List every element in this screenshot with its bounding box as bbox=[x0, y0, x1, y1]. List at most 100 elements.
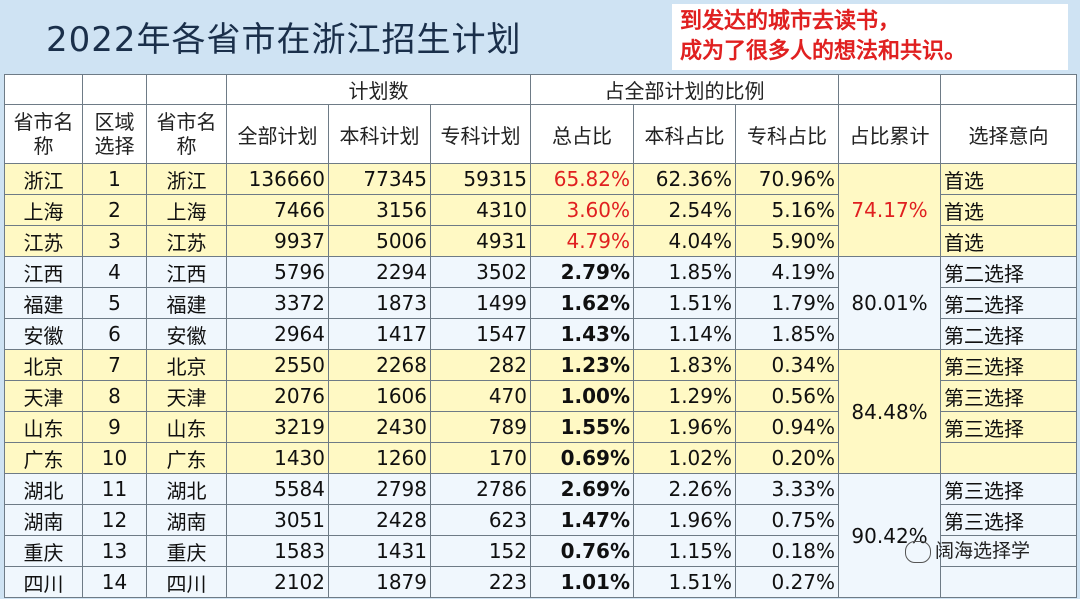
cell-total-ratio: 1.47% bbox=[530, 504, 635, 536]
header-total: 全部计划 bbox=[226, 104, 329, 164]
cell-total-ratio: 65.82% bbox=[530, 163, 635, 195]
cell-intention: 首选 bbox=[940, 225, 1078, 257]
cell-total: 3372 bbox=[226, 287, 329, 319]
cell-college: 470 bbox=[429, 380, 532, 412]
cell-province-2: 安徽 bbox=[146, 318, 227, 350]
cell-college-ratio: 0.18% bbox=[735, 535, 840, 567]
cell-total-ratio: 3.60% bbox=[530, 194, 635, 226]
cell-college-ratio: 0.75% bbox=[735, 504, 840, 536]
cell-college: 282 bbox=[429, 349, 532, 381]
table-row: 江西 4 江西 5796 2294 3502 2.79% 1.85% 4.19% 80.01% 第二… bbox=[4, 256, 1078, 350]
cell-bachelor-ratio: 1.96% bbox=[633, 504, 737, 536]
note-box: 到发达的城市去读书， 成为了很多人的想法和共识。 bbox=[672, 4, 1068, 70]
cell-college: 1499 bbox=[429, 287, 532, 319]
cell-bachelor-ratio: 1.15% bbox=[633, 535, 737, 567]
cell-region-index: 2 bbox=[82, 194, 147, 226]
cell-college-ratio: 5.90% bbox=[735, 225, 840, 257]
watermark-text: 阔海选择学 bbox=[935, 540, 1031, 562]
cell-cumulative: 90.42% bbox=[838, 473, 942, 598]
cell-bachelor: 2294 bbox=[328, 256, 431, 288]
cell-intention bbox=[940, 566, 1078, 598]
header-college-ratio: 专科占比 bbox=[735, 104, 840, 164]
cell-province: 江苏 bbox=[4, 225, 83, 257]
header-blank-4 bbox=[838, 74, 942, 105]
cell-college: 4931 bbox=[429, 225, 532, 257]
cell-college-ratio: 0.34% bbox=[735, 349, 840, 381]
cell-bachelor: 2268 bbox=[328, 349, 431, 381]
cell-total: 3051 bbox=[226, 504, 329, 536]
cell-intention: 第三选择 bbox=[940, 380, 1078, 412]
cell-bachelor-ratio: 2.54% bbox=[633, 194, 737, 226]
cell-bachelor: 3156 bbox=[328, 194, 431, 226]
note-line-1: 到发达的城市去读书， bbox=[680, 9, 901, 34]
cell-college: 789 bbox=[429, 411, 532, 443]
header-cumulative: 占比累计 bbox=[838, 104, 942, 164]
cell-province: 天津 bbox=[4, 380, 83, 412]
cell-bachelor: 1417 bbox=[328, 318, 431, 350]
table-row: 安徽 6 安徽 2964 1417 1547 1.43% 1.14% 1.85% 第二选择 bbox=[4, 318, 1078, 350]
cell-intention: 第二选择 bbox=[940, 256, 1078, 288]
cell-bachelor: 2798 bbox=[328, 473, 431, 505]
cell-college: 4310 bbox=[429, 194, 532, 226]
cell-total: 5584 bbox=[226, 473, 329, 505]
cell-province: 江西 bbox=[4, 256, 83, 288]
cell-college-ratio: 0.56% bbox=[735, 380, 840, 412]
cell-total-ratio: 0.76% bbox=[530, 535, 635, 567]
cell-total: 136660 bbox=[226, 163, 329, 195]
cell-province-2: 四川 bbox=[146, 566, 227, 598]
cell-bachelor: 2430 bbox=[328, 411, 431, 443]
cell-total: 1583 bbox=[226, 535, 329, 567]
cell-province-2: 湖南 bbox=[146, 504, 227, 536]
cell-province-2: 山东 bbox=[146, 411, 227, 443]
cell-bachelor: 1260 bbox=[328, 442, 431, 474]
cell-college: 223 bbox=[429, 566, 532, 598]
table-row: 江苏 3 江苏 9937 5006 4931 4.79% 4.04% 5.90% 首选 bbox=[4, 225, 1078, 257]
cell-college-ratio: 1.79% bbox=[735, 287, 840, 319]
cell-total-ratio: 1.01% bbox=[530, 566, 635, 598]
cell-total: 3219 bbox=[226, 411, 329, 443]
table-row: 浙江 1 浙江 136660 77345 59315 65.82% 62.36% 70.96% 7… bbox=[4, 163, 1078, 257]
cell-region-index: 7 bbox=[82, 349, 147, 381]
cell-intention bbox=[940, 442, 1078, 474]
cell-college-ratio: 0.94% bbox=[735, 411, 840, 443]
cell-province-2: 浙江 bbox=[146, 163, 227, 195]
watermark: 阔海选择学 bbox=[905, 536, 1030, 563]
cell-province-2: 天津 bbox=[146, 380, 227, 412]
cell-college: 2786 bbox=[429, 473, 532, 505]
cell-total-ratio: 1.23% bbox=[530, 349, 635, 381]
cell-cumulative: 80.01% bbox=[838, 256, 942, 350]
cell-bachelor-ratio: 1.02% bbox=[633, 442, 737, 474]
cell-intention: 第三选择 bbox=[940, 504, 1078, 536]
header-ratio-group: 占全部计划的比例 bbox=[530, 74, 840, 105]
cell-province-2: 福建 bbox=[146, 287, 227, 319]
header-blank-2 bbox=[82, 74, 147, 105]
cell-province-2: 江西 bbox=[146, 256, 227, 288]
cell-province: 四川 bbox=[4, 566, 83, 598]
cell-bachelor: 1606 bbox=[328, 380, 431, 412]
cell-total: 2550 bbox=[226, 349, 329, 381]
cell-region-index: 6 bbox=[82, 318, 147, 350]
cell-college-ratio: 0.27% bbox=[735, 566, 840, 598]
cell-total-ratio: 2.79% bbox=[530, 256, 635, 288]
enrollment-table: 计划数 占全部计划的比例 省市名称 区域选择 省市名称 全部计划 本科计划 专科… bbox=[4, 74, 1078, 598]
cell-college: 623 bbox=[429, 504, 532, 536]
table-row: 上海 2 上海 7466 3156 4310 3.60% 2.54% 5.16% 首选 bbox=[4, 194, 1078, 226]
note-line-2: 成为了很多人的想法和共识。 bbox=[680, 39, 967, 64]
cell-bachelor-ratio: 4.04% bbox=[633, 225, 737, 257]
cell-region-index: 9 bbox=[82, 411, 147, 443]
cell-bachelor-ratio: 1.96% bbox=[633, 411, 737, 443]
cell-total: 2964 bbox=[226, 318, 329, 350]
cell-bachelor-ratio: 1.85% bbox=[633, 256, 737, 288]
cell-bachelor: 1873 bbox=[328, 287, 431, 319]
cell-province-2: 江苏 bbox=[146, 225, 227, 257]
cell-province: 湖北 bbox=[4, 473, 83, 505]
header-blank-3 bbox=[146, 74, 227, 105]
cell-region-index: 4 bbox=[82, 256, 147, 288]
cell-bachelor-ratio: 1.83% bbox=[633, 349, 737, 381]
cell-college-ratio: 0.20% bbox=[735, 442, 840, 474]
cell-bachelor-ratio: 1.29% bbox=[633, 380, 737, 412]
cell-bachelor-ratio: 1.51% bbox=[633, 287, 737, 319]
cell-bachelor: 77345 bbox=[328, 163, 431, 195]
page-title: 2022年各省市在浙江招生计划 bbox=[46, 20, 522, 60]
wechat-icon bbox=[905, 540, 931, 563]
